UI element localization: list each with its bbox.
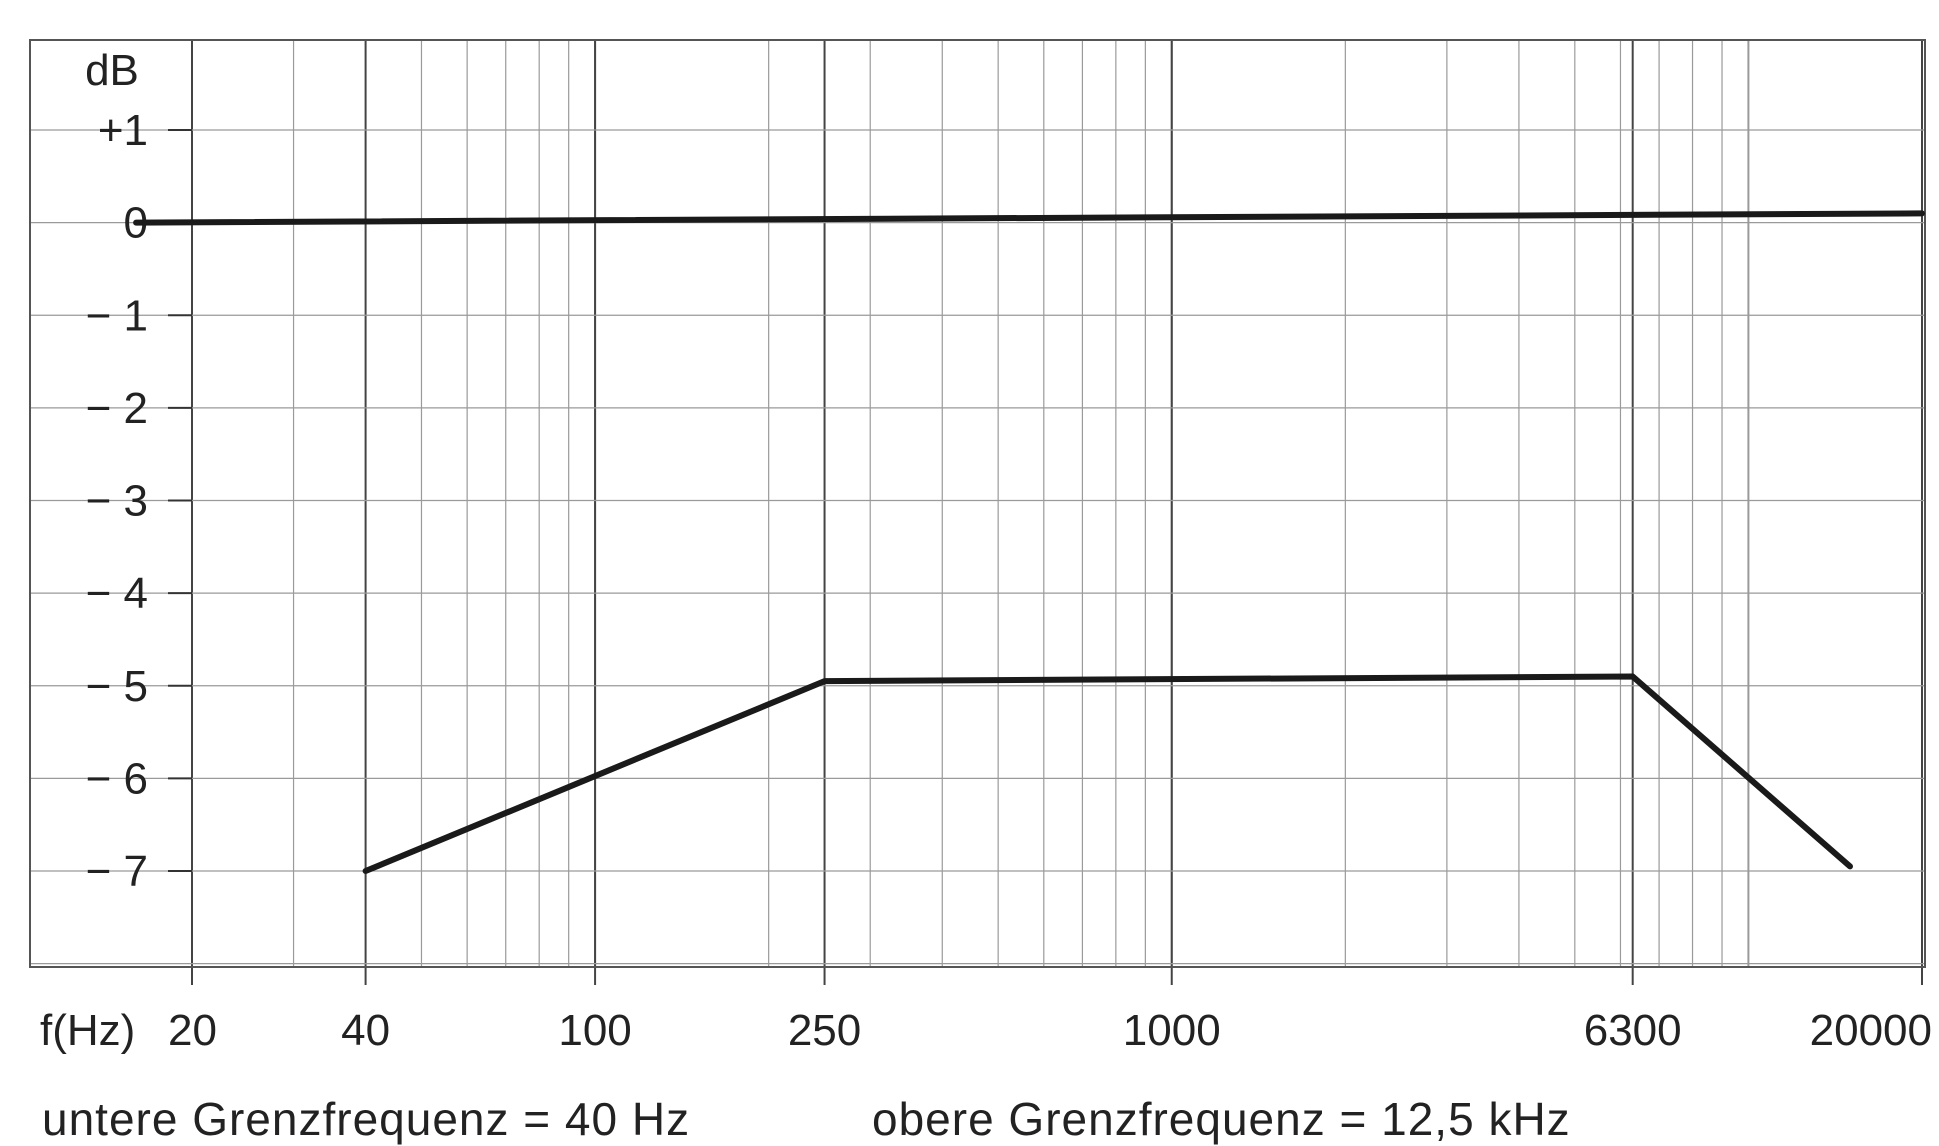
upper-cutoff-caption: obere Grenzfrequenz = 12,5 kHz xyxy=(872,1093,1571,1145)
y-tick-label: − 3 xyxy=(86,477,148,526)
y-tick-label: +1 xyxy=(98,106,148,155)
data-point xyxy=(363,869,368,873)
y-tick-labels: +10− 1− 2− 3− 4− 5− 6− 7 xyxy=(86,106,148,896)
data-point xyxy=(822,679,827,684)
x-tick-label: 20000 xyxy=(1810,1006,1932,1055)
y-tick-label: − 5 xyxy=(86,662,148,711)
series xyxy=(133,210,1925,874)
y-tick-label: − 4 xyxy=(86,569,148,618)
x-tick-label: 20 xyxy=(168,1006,217,1055)
y-tick-label: − 6 xyxy=(86,754,148,803)
x-tick-label: 40 xyxy=(341,1006,390,1055)
y-tick-label: − 2 xyxy=(86,384,148,433)
grid xyxy=(30,40,1925,985)
response-curve xyxy=(362,673,1853,874)
y-tick-label: − 1 xyxy=(86,291,148,340)
plot-frame xyxy=(29,39,1926,968)
data-point xyxy=(134,220,139,225)
x-tick-labels: 20 40 100 250 1000 6300 20000 xyxy=(168,1006,1932,1055)
data-point xyxy=(1847,864,1852,869)
data-point xyxy=(1920,211,1924,216)
x-axis-label: f(Hz) xyxy=(40,1006,135,1055)
x-tick-label: 250 xyxy=(788,1006,861,1055)
reference-line xyxy=(133,210,1925,226)
x-tick-label: 6300 xyxy=(1584,1006,1682,1055)
lower-cutoff-caption: untere Grenzfrequenz = 40 Hz xyxy=(42,1093,691,1145)
x-tick-label: 1000 xyxy=(1123,1006,1221,1055)
y-tick-label: − 7 xyxy=(86,847,148,896)
x-tick-label: 100 xyxy=(558,1006,631,1055)
data-point xyxy=(1630,674,1635,679)
y-axis-label: dB xyxy=(85,46,139,95)
